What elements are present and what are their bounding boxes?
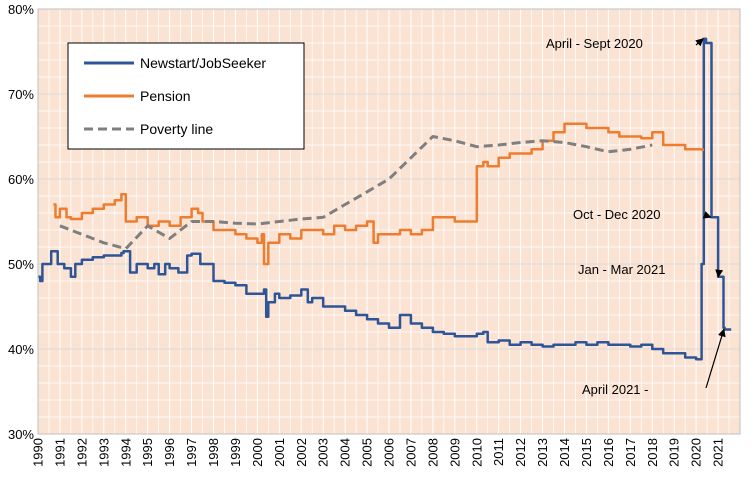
- x-tick-label: 1990: [31, 438, 46, 467]
- x-tick-label: 2019: [667, 438, 682, 467]
- x-tick-label: 2007: [403, 438, 418, 467]
- x-tick-label: 2020: [689, 438, 704, 467]
- x-tick-label: 1999: [228, 438, 243, 467]
- legend-label: Poverty line: [140, 121, 213, 137]
- x-axis-ticks: 1990 1991 1992 1993 1994 1995 1996 1997 1998 1999…: [31, 438, 726, 467]
- x-tick-label: 1997: [184, 438, 199, 467]
- x-tick-label: 2014: [557, 438, 572, 467]
- annotation-arrow: [715, 269, 724, 278]
- y-tick-label: 40%: [8, 342, 34, 357]
- x-tick-label: 2009: [447, 438, 462, 467]
- plot-border: [37, 8, 741, 435]
- x-tick-label: 2018: [645, 438, 660, 467]
- x-tick-label: 1998: [206, 438, 221, 467]
- x-tick-label: 1995: [140, 438, 155, 467]
- y-tick-label: 60%: [8, 172, 34, 187]
- y-tick-label: 50%: [8, 257, 34, 272]
- annotations: April - Sept 2020 Oct - Dec 2020 Jan - Mar…: [546, 36, 726, 397]
- x-tick-label: 2004: [338, 438, 353, 467]
- x-tick-label: 2016: [601, 438, 616, 467]
- x-tick-label: 2013: [535, 438, 550, 467]
- y-tick-label: 70%: [8, 87, 34, 102]
- x-tick-label: 1994: [118, 438, 133, 467]
- x-tick-label: 2021: [711, 438, 726, 467]
- x-tick-label: 1996: [162, 438, 177, 467]
- x-tick-label: 2015: [579, 438, 594, 467]
- y-tick-label: 80%: [8, 2, 34, 17]
- x-tick-label: 1993: [96, 438, 111, 467]
- y-axis-ticks: 30% 40% 50% 60% 70% 80%: [8, 2, 34, 442]
- series-line-2: [59, 135, 653, 251]
- series-line-1: [53, 122, 704, 266]
- annotation-label: April 2021 -: [582, 382, 648, 397]
- legend-label: Newstart/JobSeeker: [140, 55, 266, 71]
- x-tick-label: 2017: [623, 438, 638, 467]
- y-tick-label: 30%: [8, 427, 34, 442]
- series-lines: [38, 37, 732, 361]
- annotation-label: Jan - Mar 2021: [578, 262, 665, 277]
- annotation-arrow: [695, 38, 704, 47]
- annotation-label: April - Sept 2020: [546, 36, 643, 51]
- x-tick-label: 2011: [491, 438, 506, 466]
- x-tick-label: 2000: [250, 438, 265, 467]
- x-tick-label: 2006: [382, 438, 397, 467]
- annotation-arrow: [705, 328, 726, 389]
- annotation-label: Oct - Dec 2020: [573, 207, 660, 222]
- legend: Newstart/JobSeeker Pension Poverty line: [67, 42, 305, 150]
- x-tick-label: 1991: [52, 438, 67, 467]
- x-tick-label: 2012: [513, 438, 528, 467]
- x-tick-label: 2005: [360, 438, 375, 467]
- x-tick-label: 1992: [74, 438, 89, 467]
- series-line-0: [38, 37, 732, 361]
- x-tick-label: 2003: [316, 438, 331, 467]
- legend-label: Pension: [140, 88, 191, 104]
- x-tick-label: 2008: [425, 438, 440, 467]
- x-tick-label: 2010: [469, 438, 484, 467]
- x-tick-label: 2002: [294, 438, 309, 467]
- x-tick-label: 2001: [272, 438, 287, 467]
